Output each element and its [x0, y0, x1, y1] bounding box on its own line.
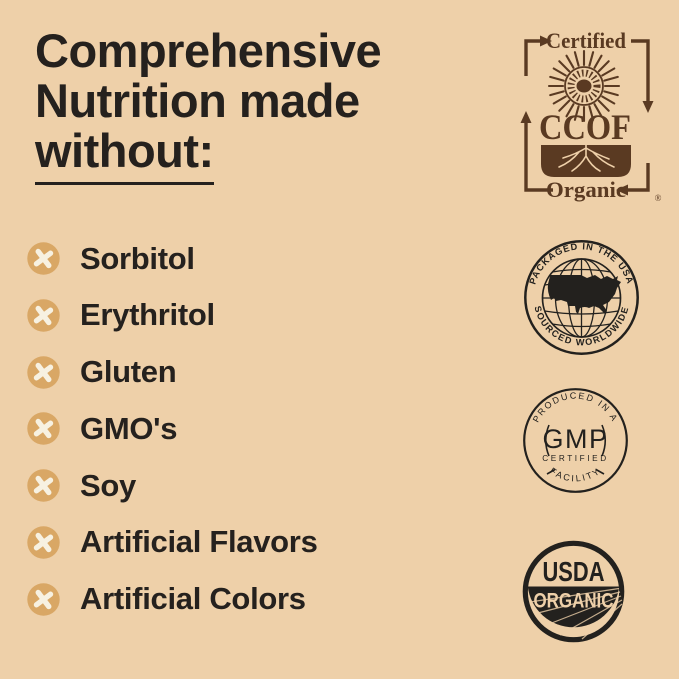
title-line-1: Comprehensive: [35, 24, 382, 77]
list-item: Sorbitol: [27, 240, 318, 276]
title-underlined-word: without:: [35, 126, 214, 185]
title-line-3: without:: [35, 126, 381, 185]
list-item: Soy: [27, 467, 318, 503]
packaged-in-usa-badge: PACKAGED IN THE USA SOURCED WORLDWIDE: [522, 238, 641, 362]
list-item: Erythritol: [27, 297, 318, 333]
usda-label: USDA: [543, 556, 605, 587]
soil-roots-icon: [541, 144, 631, 177]
list-item-label: Artificial Colors: [80, 581, 306, 617]
list-item-label: Erythritol: [80, 297, 215, 333]
usa-map-icon: [547, 275, 621, 314]
list-item: GMO's: [27, 410, 318, 446]
list-item-label: Sorbitol: [80, 240, 195, 276]
usda-organic-label: ORGANIC: [534, 590, 614, 613]
list-item: Artificial Colors: [27, 581, 318, 617]
list-item: Gluten: [27, 354, 318, 390]
arrow-down-icon: [642, 101, 654, 113]
paren-arcs-icon: [544, 424, 607, 475]
ccof-org-name: CCOF: [539, 107, 631, 147]
x-cross-icon: [27, 242, 60, 275]
field-rows-icon: [529, 587, 623, 640]
usda-field-half: [527, 586, 620, 628]
list-item-label: GMO's: [80, 410, 178, 446]
gmp-certified-facility-badge: PRODUCED IN A GMP CERTIFIED FACILITY: [522, 387, 629, 499]
registered-mark: ®: [655, 193, 662, 203]
x-cross-icon: [27, 299, 60, 332]
x-cross-icon: [27, 583, 60, 616]
x-cross-icon: [27, 355, 60, 389]
gmp-certified-label: CERTIFIED: [542, 454, 608, 463]
page-title: Comprehensive Nutrition made without:: [35, 24, 382, 185]
list-item-label: Gluten: [80, 354, 177, 390]
ccof-organic-label: Organic: [546, 177, 626, 202]
ccof-certified-organic-badge: Certified CCOF Organic ®: [517, 24, 663, 211]
ccof-certified-label: Certified: [546, 28, 626, 53]
list-item-label: Soy: [80, 467, 136, 503]
list-item: Artificial Flavors: [27, 524, 318, 560]
gmp-arc-bottom-text: FACILITY: [548, 465, 603, 483]
usda-organic-badge: USDA ORGANIC: [522, 540, 625, 648]
x-cross-icon: [27, 526, 60, 559]
x-cross-icon: [27, 469, 60, 502]
sunflower-icon: [547, 49, 621, 123]
title-line-2: Nutrition made: [35, 74, 360, 127]
arrow-left-icon: [616, 184, 628, 196]
arrow-up-icon: [520, 111, 532, 123]
gmp-arc-top-text: PRODUCED IN A: [531, 390, 620, 423]
list-item-label: Artificial Flavors: [80, 524, 318, 560]
arrow-right-icon: [540, 35, 552, 47]
x-cross-icon: [27, 412, 60, 446]
gmp-name: GMP: [542, 424, 608, 454]
exclusions-list: Sorbitol Erythritol Gluten GMO's Soy: [27, 240, 318, 640]
